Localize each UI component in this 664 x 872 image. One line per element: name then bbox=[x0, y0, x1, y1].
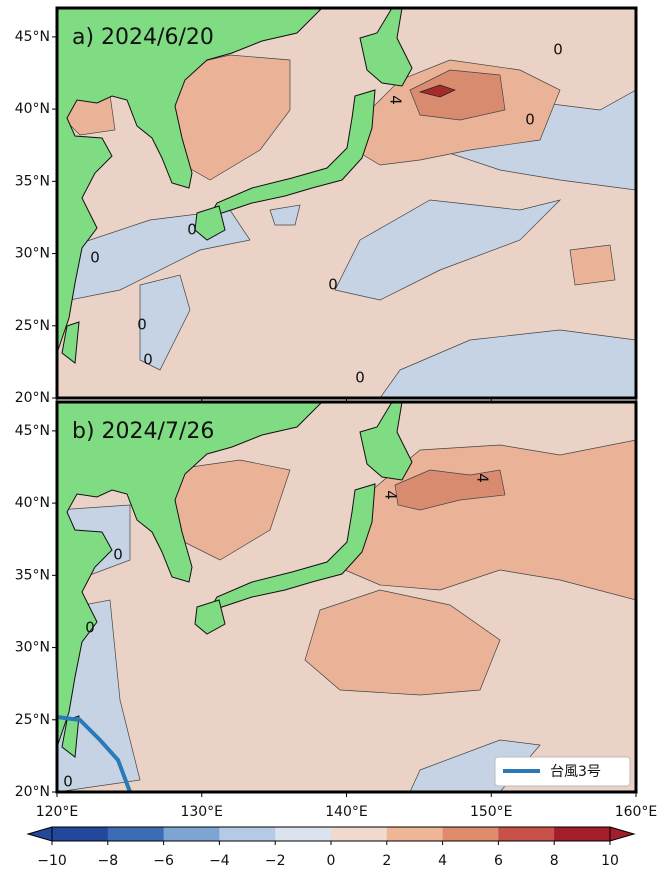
colorbar-tick-label: 2 bbox=[382, 853, 391, 869]
contour-label: 0 bbox=[553, 41, 563, 59]
cool-anomaly bbox=[59, 89, 636, 398]
y-tick-label: 35°N bbox=[15, 567, 50, 583]
y-tick-label: 20°N bbox=[15, 784, 50, 800]
legend-label: 台風3号 bbox=[550, 764, 601, 780]
panel-a-map bbox=[57, 8, 636, 398]
panel-b-map bbox=[57, 402, 636, 792]
warm-anomaly bbox=[418, 84, 456, 98]
colorbar-extend bbox=[609, 826, 636, 842]
contour-label: 0 bbox=[85, 619, 95, 637]
panel-label: b) 2024/7/26 bbox=[72, 419, 214, 444]
contour-label: 0 bbox=[328, 276, 338, 294]
contour-label: 4 bbox=[387, 95, 405, 105]
panel-label: a) 2024/6/20 bbox=[72, 25, 214, 50]
y-tick-label: 25°N bbox=[15, 318, 50, 334]
colorbar-bin bbox=[52, 827, 109, 841]
colorbar-extend bbox=[26, 826, 53, 842]
contour-label: 0 bbox=[143, 351, 153, 369]
y-tick-label: 40°N bbox=[15, 495, 50, 511]
typhoon-track bbox=[57, 715, 132, 792]
contour-label: 0 bbox=[113, 546, 123, 564]
y-tick-label: 35°N bbox=[15, 173, 50, 189]
colorbar-tick-label: −10 bbox=[37, 853, 67, 869]
legend-box bbox=[494, 756, 631, 787]
colorbar-bin bbox=[554, 827, 611, 841]
y-tick-label: 40°N bbox=[15, 101, 50, 117]
y-tick-label: 30°N bbox=[15, 246, 50, 262]
y-tick-label: 20°N bbox=[15, 390, 50, 406]
warm-anomaly bbox=[394, 469, 506, 511]
contour-label: 4 bbox=[474, 473, 492, 483]
colorbar-bin bbox=[163, 827, 220, 841]
colorbar-tick-label: 10 bbox=[601, 853, 619, 869]
colorbar-tick-label: −4 bbox=[209, 853, 230, 869]
colorbar-bin bbox=[219, 827, 276, 841]
colorbar-bin bbox=[275, 827, 332, 841]
colorbar-tick-label: 8 bbox=[550, 853, 559, 869]
colorbar-bin bbox=[107, 827, 165, 841]
contour-label: 0 bbox=[187, 221, 197, 239]
colorbar-bin bbox=[386, 827, 444, 841]
contour-label: 0 bbox=[355, 369, 365, 387]
colorbar-tick-label: −8 bbox=[97, 853, 118, 869]
y-tick-label: 45°N bbox=[15, 423, 50, 439]
y-tick-label: 45°N bbox=[15, 29, 50, 45]
x-tick-label: 150°E bbox=[470, 804, 513, 820]
contour-label: 0 bbox=[90, 249, 100, 267]
colorbar-tick-label: −6 bbox=[153, 853, 174, 869]
x-tick-label: 160°E bbox=[615, 804, 658, 820]
y-tick-label: 30°N bbox=[15, 640, 50, 656]
colorbar-tick-label: 6 bbox=[494, 853, 503, 869]
colorbar-tick-label: 0 bbox=[327, 853, 336, 869]
contour-label: 4 bbox=[382, 490, 400, 500]
contour-label: 0 bbox=[137, 316, 147, 334]
x-tick-label: 140°E bbox=[325, 804, 368, 820]
y-tick-label: 25°N bbox=[15, 712, 50, 728]
colorbar-bin bbox=[498, 827, 555, 841]
contour-label: 0 bbox=[63, 773, 73, 791]
x-tick-label: 120°E bbox=[36, 804, 79, 820]
x-tick-label: 130°E bbox=[180, 804, 223, 820]
colorbar-tick-label: 4 bbox=[438, 853, 447, 869]
colorbar-bin bbox=[331, 827, 388, 841]
contour-label: 0 bbox=[525, 111, 535, 129]
legend: 台風3号 bbox=[494, 756, 631, 787]
warm-anomaly bbox=[409, 69, 506, 121]
colorbar-bin bbox=[442, 827, 499, 841]
colorbar-tick-label: −2 bbox=[265, 853, 286, 869]
